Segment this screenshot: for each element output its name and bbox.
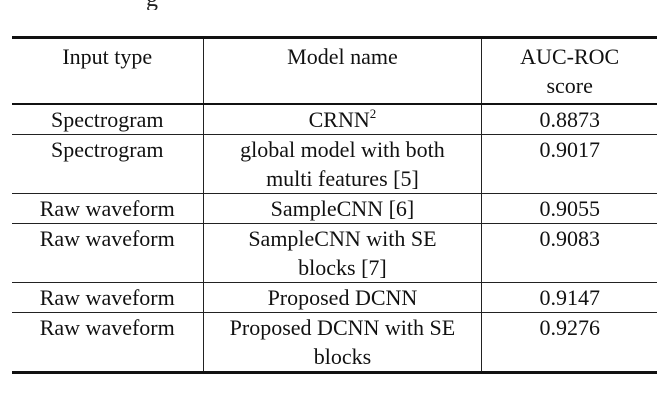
model-name-line1: Proposed DCNN with SE: [210, 313, 476, 342]
model-name-line1: global model with both: [210, 135, 476, 164]
footnote-marker: 2: [369, 106, 377, 121]
model-name-line2: blocks: [313, 344, 372, 369]
model-name-line1: SampleCNN [6]: [210, 194, 476, 223]
model-name-text: CRNN: [308, 107, 370, 132]
table-body: Spectrogram CRNN2 0.8873 Spectrogram global …: [12, 104, 657, 374]
cell-score: 0.9055: [481, 193, 657, 224]
header-auc-roc-score: AUC-ROC score: [481, 36, 657, 105]
model-name-text: global model with both: [240, 137, 445, 162]
cell-input-type: Raw waveform: [12, 282, 204, 313]
results-table: Input type Model name AUC-ROC score Spec…: [12, 36, 657, 374]
table-row: Raw waveform Proposed DCNN with SE blocks 0…: [12, 312, 657, 374]
table-row: Raw waveform SampleCNN with SE blocks [7] 0…: [12, 223, 657, 283]
header-model-name: Model name: [202, 36, 483, 105]
cell-model-name: SampleCNN [6]: [202, 193, 483, 224]
header-score-line2: score: [546, 73, 593, 98]
model-name-text: SampleCNN with SE: [248, 226, 437, 251]
cell-score: 0.9147: [481, 282, 657, 313]
model-name-line2: multi features [5]: [266, 166, 419, 191]
table-row: Raw waveform SampleCNN [6] 0.9055: [12, 193, 657, 224]
cell-score: 0.8873: [481, 104, 657, 135]
cell-input-type: Spectrogram: [12, 104, 204, 135]
model-name-text: Proposed DCNN with SE: [229, 315, 456, 340]
header-score-line1: AUC-ROC: [520, 44, 620, 69]
cell-best-score: 0.9276: [481, 312, 657, 374]
cell-score: 0.9083: [481, 223, 657, 283]
model-name-line1: SampleCNN with SE: [210, 224, 476, 253]
table-row: Spectrogram global model with both multi f…: [12, 134, 657, 194]
cell-model-name: Proposed DCNN: [202, 282, 483, 313]
cell-model-name: global model with both multi features [5]: [202, 134, 483, 194]
cell-input-type: Raw waveform: [12, 193, 204, 224]
cell-score: 0.9017: [481, 134, 657, 194]
cell-input-type: Raw waveform: [12, 223, 204, 283]
cell-model-name: SampleCNN with SE blocks [7]: [202, 223, 483, 283]
table-row: Spectrogram CRNN2 0.8873: [12, 104, 657, 135]
model-name-line2: blocks [7]: [298, 255, 387, 280]
model-name-text: SampleCNN [6]: [270, 196, 415, 221]
model-name-line1: CRNN2: [210, 105, 476, 134]
header-row: Input type Model name AUC-ROC score: [12, 36, 657, 105]
cell-model-name: Proposed DCNN with SE blocks: [202, 312, 483, 374]
cell-input-type: Spectrogram: [12, 134, 204, 194]
caption-fragment: g: [146, 0, 186, 10]
model-name-text: Proposed DCNN: [267, 285, 418, 310]
model-name-line1: Proposed DCNN: [210, 283, 476, 312]
header-input-type: Input type: [12, 36, 204, 105]
cell-model-name: CRNN2: [202, 104, 483, 135]
cell-input-type: Raw waveform: [12, 312, 204, 374]
table-row: Raw waveform Proposed DCNN 0.9147: [12, 282, 657, 313]
